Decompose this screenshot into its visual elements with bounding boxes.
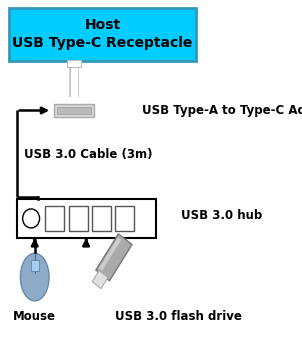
Text: USB Type-A to Type-C Adapter: USB Type-A to Type-C Adapter <box>142 104 302 117</box>
Text: USB 3.0 Cable (3m): USB 3.0 Cable (3m) <box>24 148 153 161</box>
Bar <box>17 199 156 238</box>
Bar <box>57 107 91 114</box>
Polygon shape <box>96 234 132 281</box>
Bar <box>67 60 81 67</box>
Text: Host: Host <box>85 18 121 32</box>
Text: USB 3.0 flash drive: USB 3.0 flash drive <box>115 310 242 323</box>
Bar <box>92 206 111 231</box>
Bar <box>9 8 196 61</box>
Bar <box>45 206 64 231</box>
Text: USB 3.0 hub: USB 3.0 hub <box>181 209 262 222</box>
Bar <box>31 260 39 271</box>
Text: Mouse: Mouse <box>13 310 56 323</box>
Bar <box>115 206 134 231</box>
Ellipse shape <box>21 253 49 301</box>
Circle shape <box>23 209 40 228</box>
Bar <box>69 206 88 231</box>
Polygon shape <box>92 271 108 289</box>
Polygon shape <box>99 238 121 271</box>
Bar <box>54 104 94 117</box>
Text: USB Type-C Receptacle: USB Type-C Receptacle <box>12 36 193 50</box>
